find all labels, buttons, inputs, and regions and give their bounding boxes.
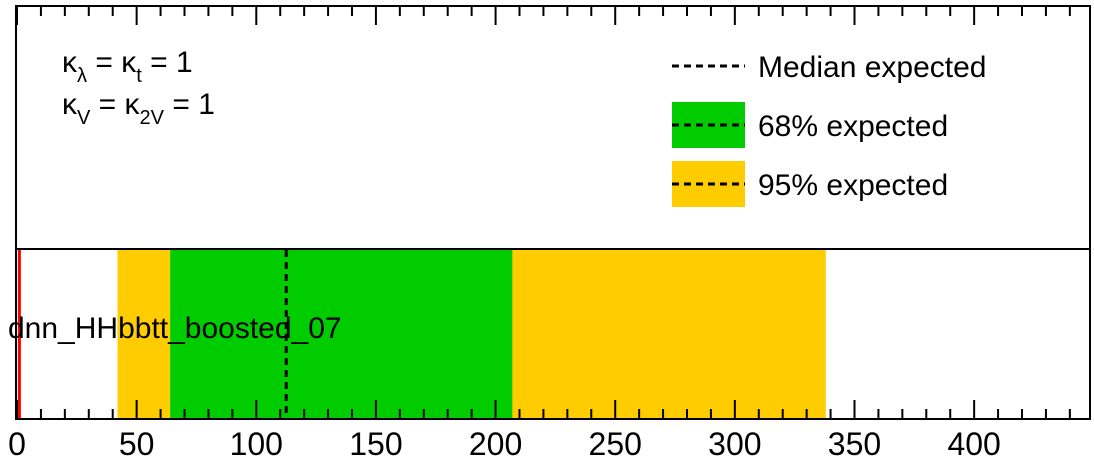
x-tick-label: 0 <box>8 426 26 462</box>
x-tick-label: 400 <box>947 426 1000 462</box>
kappa-subscript: t <box>136 65 142 87</box>
x-tick-label: 200 <box>469 426 522 462</box>
kappa-subscript: V <box>77 107 91 129</box>
annotation-value: = 1 <box>142 46 193 79</box>
coupling-annotation: κλ = κt = 1 κV = κ2V = 1 <box>62 46 215 129</box>
x-tick-label: 350 <box>828 426 881 462</box>
band-layer <box>17 250 826 418</box>
x-tick-label: 50 <box>119 426 155 462</box>
legend-68-label: 68% expected <box>758 110 948 143</box>
tick-layer: 0 50 100 150 200 250 300 350 400 <box>8 7 1071 462</box>
kappa-symbol: κ <box>121 46 137 79</box>
annotation-equals: = <box>87 46 121 79</box>
annotation-line-2: κV = κ2V = 1 <box>62 88 215 129</box>
legend-median-label: Median expected <box>758 51 987 84</box>
category-label: dnn_HHbbtt_boosted_07 <box>8 312 342 345</box>
kappa-subscript: 2V <box>140 107 165 129</box>
kappa-symbol: κ <box>125 88 141 121</box>
lower-pane-frame <box>15 248 1091 420</box>
band-68-expected <box>170 250 513 418</box>
kappa-symbol: κ <box>62 46 78 79</box>
annotation-equals: = <box>90 88 124 121</box>
annotation-value: = 1 <box>164 88 215 121</box>
x-tick-label: 150 <box>349 426 402 462</box>
kappa-symbol: κ <box>62 88 78 121</box>
x-tick-label: 300 <box>708 426 761 462</box>
kappa-subscript: λ <box>77 65 87 87</box>
x-tick-label: 250 <box>589 426 642 462</box>
x-tick-label: 100 <box>230 426 283 462</box>
annotation-line-1: κλ = κt = 1 <box>62 46 193 87</box>
legend: Median expected 68% expected 95% expecte… <box>672 51 987 207</box>
legend-95-label: 95% expected <box>758 169 948 202</box>
